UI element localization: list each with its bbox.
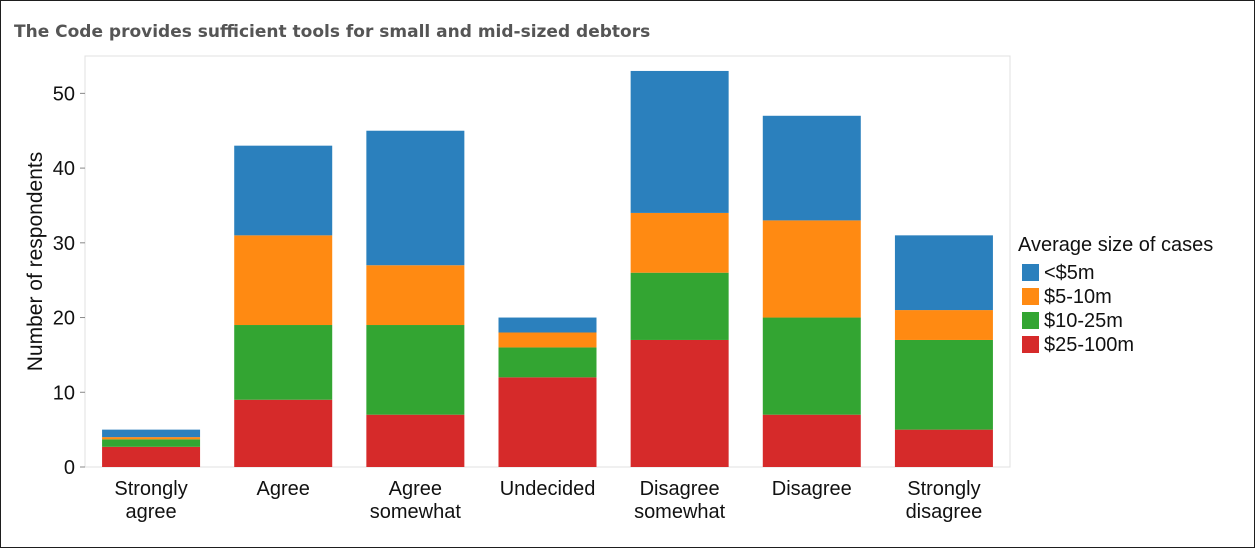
x-tick-label: Strongly <box>907 478 980 500</box>
x-tick-label: somewhat <box>634 501 726 523</box>
y-tick-label: 30 <box>53 233 75 255</box>
bar-segment <box>630 70 729 213</box>
legend-swatch <box>1022 312 1039 329</box>
bar-segment <box>366 130 465 266</box>
legend-swatch <box>1022 264 1039 281</box>
bar-segment <box>630 212 729 273</box>
x-tick-label: somewhat <box>370 501 462 523</box>
bar-segment <box>762 414 861 467</box>
bar-segment <box>102 446 201 467</box>
bar-segment <box>498 332 597 348</box>
x-tick-label: Disagree <box>772 478 852 500</box>
bar-segment <box>894 429 993 467</box>
bar-segment <box>102 439 201 447</box>
x-tick-label: Agree <box>257 478 310 500</box>
y-tick-label: 50 <box>53 83 75 105</box>
legend-swatch <box>1022 336 1039 353</box>
bar-segment <box>762 220 861 318</box>
y-tick-label: 20 <box>53 308 75 330</box>
bar-segment <box>234 145 333 236</box>
y-tick-label: 0 <box>64 457 75 479</box>
legend-label: $5-10m <box>1044 286 1112 308</box>
bar-segment <box>630 272 729 340</box>
bar-segment <box>102 437 201 440</box>
bar-segment <box>234 399 333 467</box>
x-tick-label: Strongly <box>114 478 187 500</box>
x-tick-label: agree <box>125 501 176 523</box>
bar-segment <box>498 377 597 467</box>
bar-segment <box>366 414 465 467</box>
legend-label: <$5m <box>1044 262 1095 284</box>
bar-segment <box>762 317 861 415</box>
bar-segment <box>234 325 333 400</box>
x-tick-label: Agree <box>389 478 442 500</box>
bar-segment <box>894 339 993 430</box>
bar-segment <box>762 115 861 221</box>
bar-segment <box>630 339 729 467</box>
bar-segment <box>102 429 201 438</box>
bar-segment <box>498 317 597 333</box>
bars <box>102 70 993 467</box>
x-tick-label: Undecided <box>500 478 596 500</box>
bar-segment <box>366 265 465 326</box>
legend-label: $25-100m <box>1044 334 1134 356</box>
y-tick-label: 10 <box>53 382 75 404</box>
x-tick-label: disagree <box>906 501 983 523</box>
legend: Average size of cases <$5m$5-10m$10-25m$2… <box>1018 234 1213 356</box>
y-axis-label: Number of respondents <box>24 152 47 371</box>
chart-title: The Code provides sufficient tools for s… <box>14 22 651 42</box>
bar-segment <box>894 235 993 311</box>
bar-segment <box>366 325 465 415</box>
bar-segment <box>498 347 597 378</box>
bar-segment <box>894 310 993 340</box>
legend-swatch <box>1022 288 1039 305</box>
y-axis: 0 10 20 30 40 50 Number of respondents <box>24 83 85 479</box>
x-tick-label: Disagree <box>640 478 720 500</box>
y-tick-label: 40 <box>53 158 75 180</box>
legend-label: $10-25m <box>1044 310 1123 332</box>
bar-segment <box>234 235 333 326</box>
legend-title: Average size of cases <box>1018 234 1213 256</box>
